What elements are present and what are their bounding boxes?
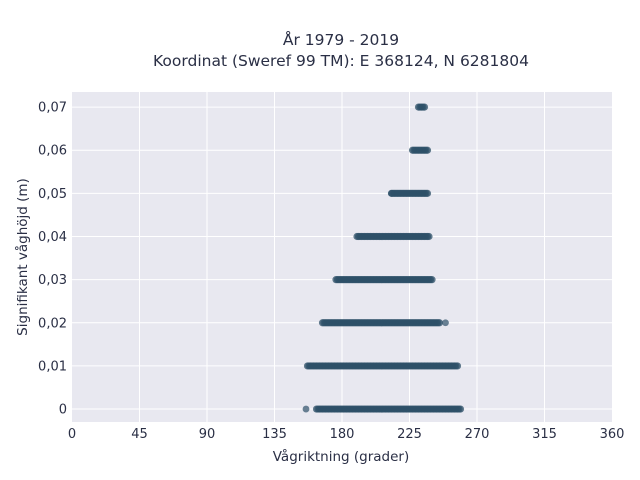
data-point [423,146,432,154]
x-tick-label: 135 [262,427,287,442]
y-tick-label: 0,03 [38,273,67,288]
y-tick-label: 0,02 [38,316,67,331]
y-tick-label: 0,01 [38,359,67,374]
chart-title-line1: År 1979 - 2019 [283,30,399,49]
y-tick-label: 0,04 [38,230,67,245]
y-tick-label: 0,07 [38,101,67,116]
y-axis-label: Signifikant våghöjd (m) [14,178,31,336]
data-point [428,276,436,284]
y-tick-label: 0,06 [38,144,67,159]
x-tick-label: 360 [600,427,625,442]
data-point [456,405,465,413]
x-tick-label: 45 [131,427,148,442]
y-axis-ticks: 0 0,01 0,02 0,03 0,04 0,05 0,06 0,07 [38,101,67,418]
data-points [302,103,465,413]
data-point [453,362,462,370]
x-tick-label: 270 [465,427,490,442]
x-axis-ticks: 0 45 90 135 180 225 270 315 360 [68,427,625,442]
data-point [302,405,310,413]
x-axis-label: Vågriktning (grader) [273,448,410,465]
x-tick-label: 0 [68,427,76,442]
data-point [435,319,444,327]
chart-title-line2: Koordinat (Sweref 99 TM): E 368124, N 62… [153,52,529,70]
x-tick-label: 315 [532,427,557,442]
x-tick-label: 90 [199,427,216,442]
data-point [442,319,449,327]
x-tick-label: 225 [397,427,422,442]
data-point [423,189,432,197]
y-tick-label: 0,05 [38,187,67,202]
data-point [425,232,433,241]
data-point [420,103,429,111]
data-point [388,189,395,197]
y-tick-label: 0 [59,403,67,418]
x-tick-label: 180 [330,427,355,442]
